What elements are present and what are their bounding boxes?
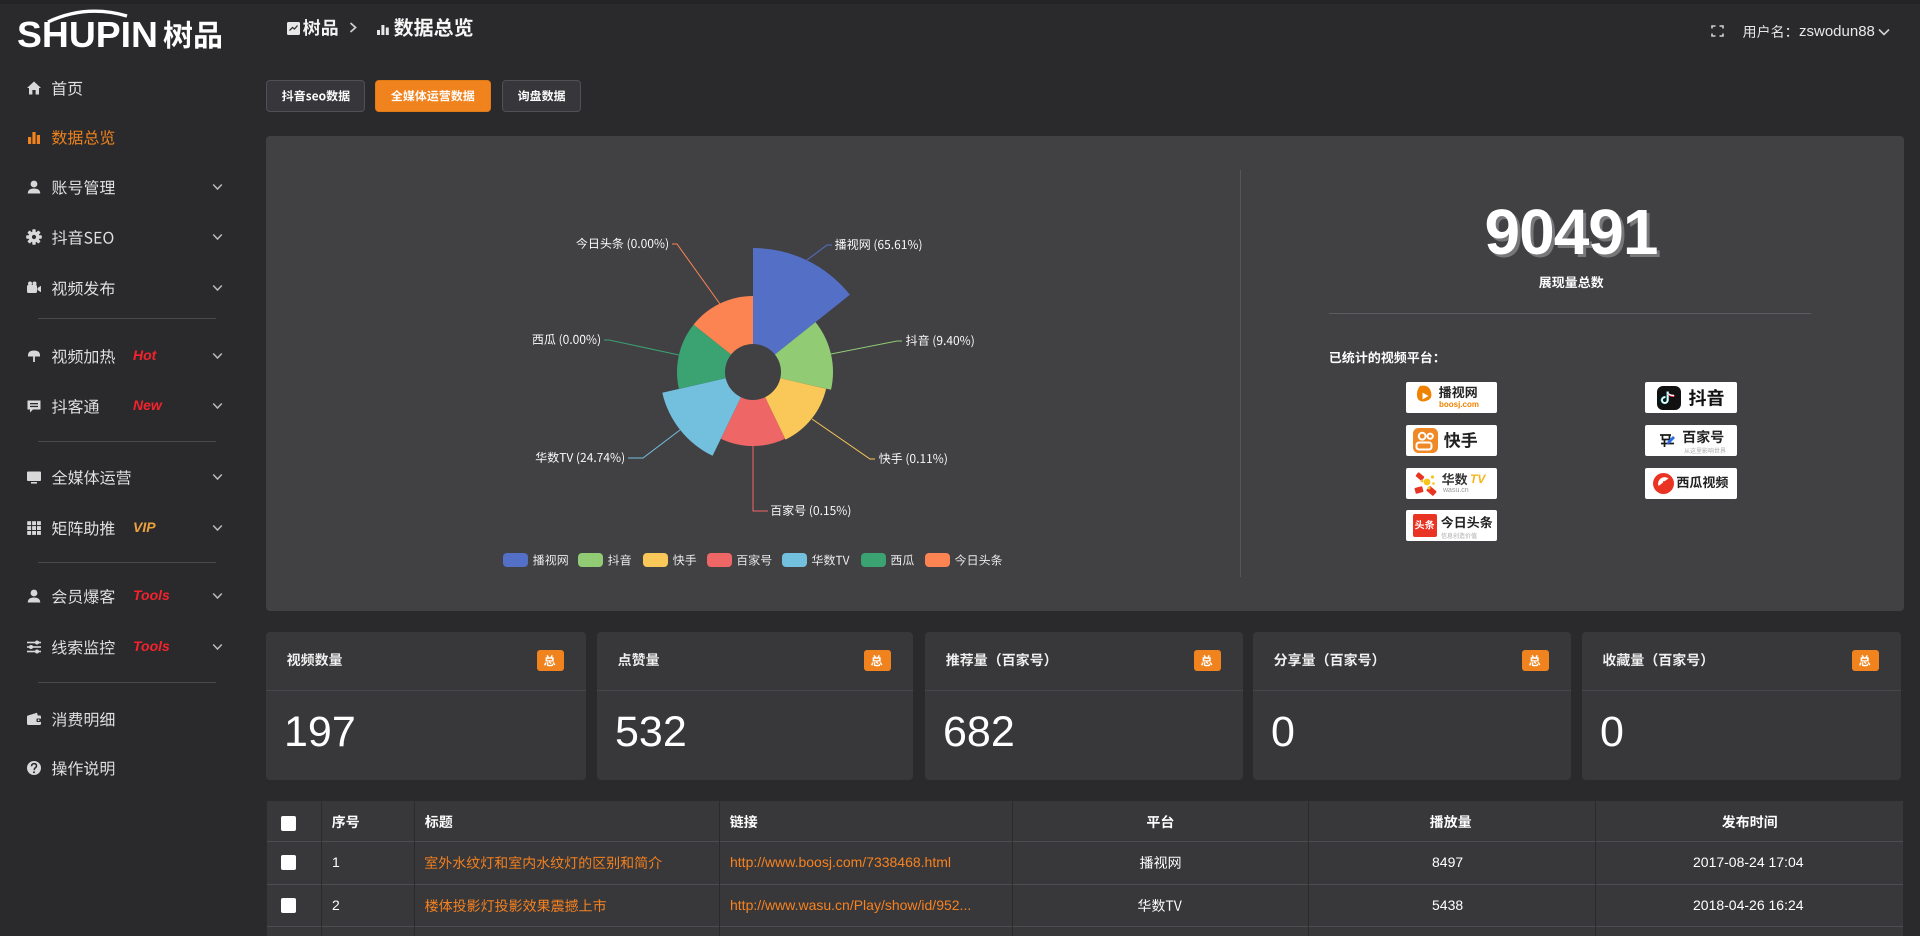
svg-text:SHUPIN: SHUPIN [17, 14, 158, 55]
